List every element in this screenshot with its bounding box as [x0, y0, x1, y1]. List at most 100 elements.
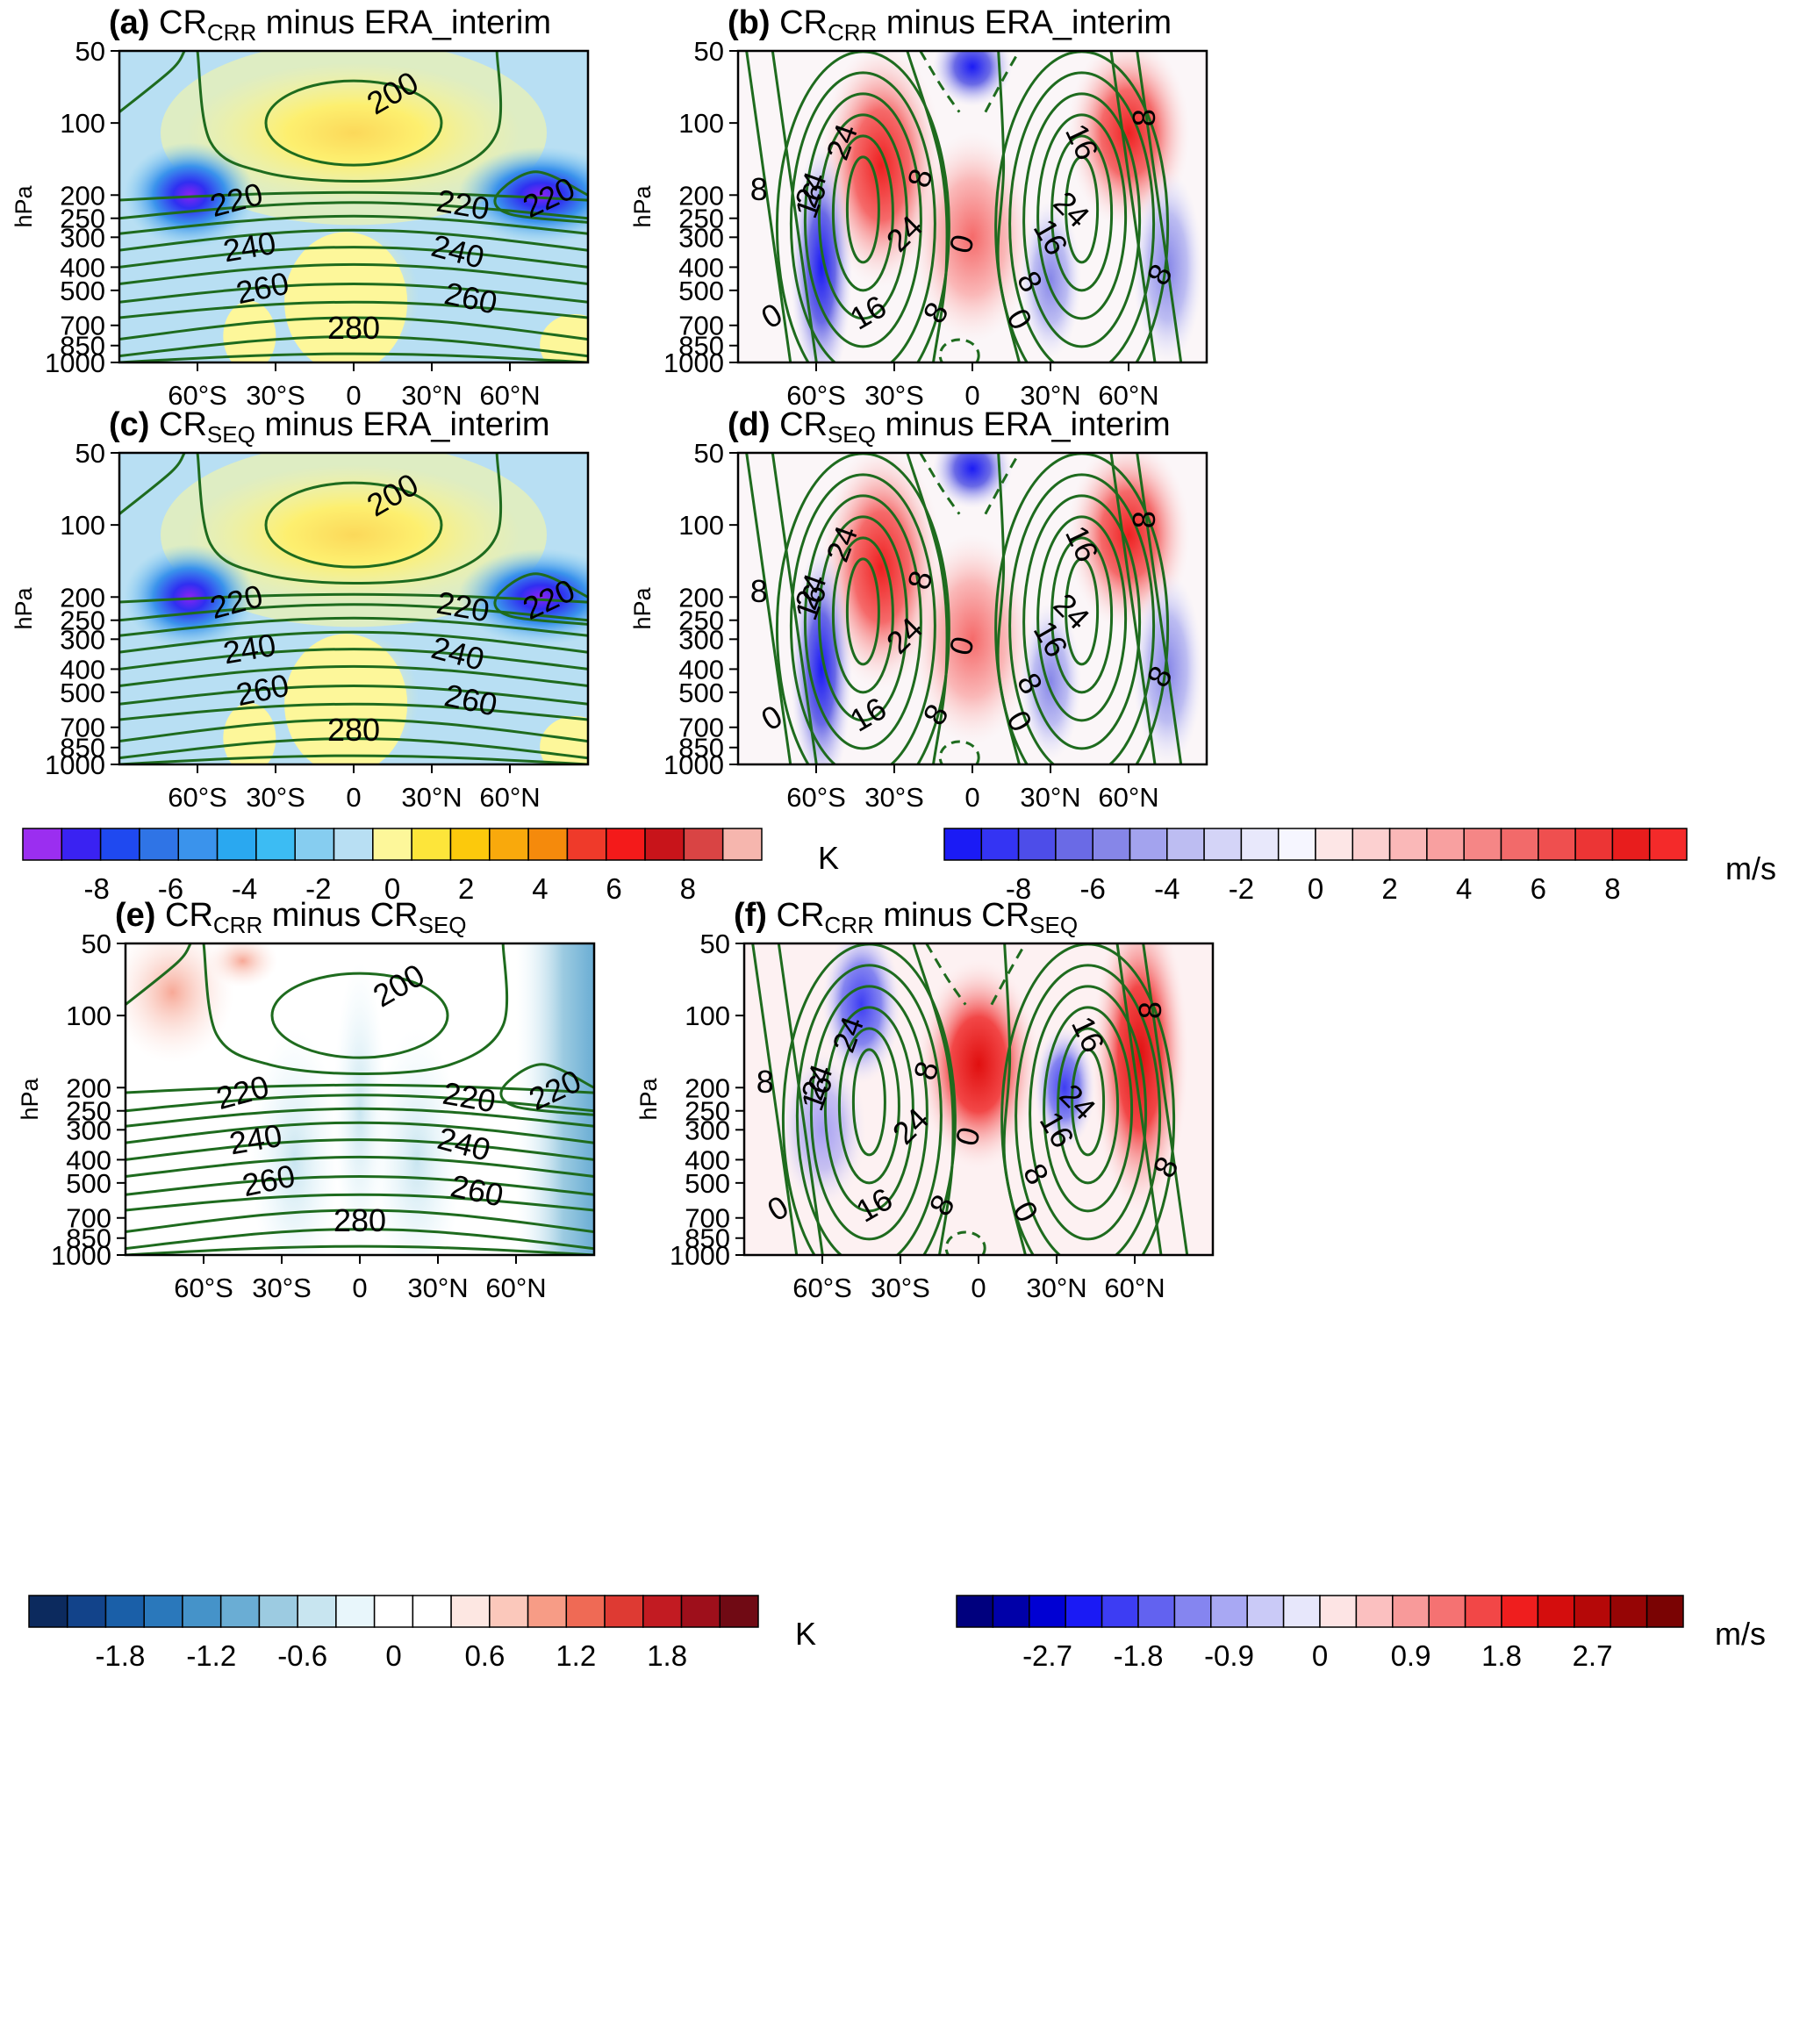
contour-label: 8 — [750, 573, 768, 609]
colorbar-swatch — [1137, 1595, 1176, 1628]
wind-contour — [845, 155, 880, 264]
temperature-contour — [119, 592, 588, 604]
colorbar-label: -2 — [1229, 872, 1254, 905]
y-tick-label: 500 — [678, 678, 724, 708]
colorbar-swatch — [605, 828, 646, 861]
colorbar-label: -0.9 — [1204, 1639, 1254, 1672]
y-tick-label: 300 — [60, 624, 105, 655]
colorbar-swatch — [721, 828, 763, 861]
title-main: CR — [159, 4, 207, 41]
x-tick-label: 60°S — [174, 1273, 233, 1303]
wind-contour — [751, 943, 799, 1255]
colorbar-label: -8 — [84, 872, 110, 905]
title-rest: minus ERA_interim — [256, 4, 551, 41]
y-tick-label: 300 — [685, 1115, 730, 1145]
y-tick-label: 400 — [60, 252, 105, 283]
wind-contour — [1036, 113, 1128, 320]
easterly-anomaly — [1020, 602, 1081, 761]
y-tick-label: 250 — [60, 606, 105, 636]
title-rest: minus ERA_interim — [877, 4, 1172, 41]
title-sub2: SEQ — [1029, 912, 1078, 938]
panel-title: (a) CRCRR minus ERA_interim — [109, 4, 551, 46]
x-tick-label: 30°S — [864, 782, 924, 813]
warm-anomaly — [223, 703, 276, 764]
temperature-contour — [125, 1094, 594, 1113]
title-rest: minus CR — [874, 897, 1029, 934]
colorbar-swatch — [956, 1595, 994, 1628]
temperature-contour — [125, 1208, 594, 1234]
colorbar-unit: m/s — [1725, 850, 1776, 886]
colorbar-label: 6 — [1531, 872, 1546, 905]
colorbar-cb-wind-1: -8 -6 -4 -2 0 2 4 6 8 m/s — [943, 828, 1776, 905]
colorbar-label: 8 — [1604, 872, 1620, 905]
wind-contour — [809, 985, 929, 1241]
colorbar-swatch — [719, 1595, 759, 1628]
y-tick-label: 700 — [685, 1203, 730, 1234]
wind-contour — [1008, 71, 1156, 362]
panel-title: (b) CRCRR minus ERA_interim — [728, 4, 1172, 46]
contour-label: 8 — [1126, 109, 1162, 126]
wind-contour — [1065, 557, 1100, 666]
colorbar-swatch — [177, 828, 219, 861]
temperature-contour — [125, 1138, 594, 1161]
x-tick-label: 60°N — [479, 782, 540, 813]
colorbar-swatch — [1392, 1595, 1430, 1628]
y-tick-label: 700 — [678, 311, 724, 341]
colorbar-cb-wind-2: -2.7 -1.8 -0.9 0 0.9 1.8 2.7 m/s — [956, 1595, 1766, 1672]
easterly-anomaly — [1020, 200, 1081, 359]
wind-contour — [1015, 964, 1162, 1255]
panel-title: (d) CRSEQ minus ERA_interim — [728, 406, 1171, 448]
colorbar-swatch — [333, 828, 374, 861]
colorbar-label: 1.8 — [647, 1639, 687, 1672]
temperature-contour — [119, 684, 588, 706]
temperature-contour — [499, 1063, 594, 1116]
temperature-contour — [196, 453, 503, 585]
x-tick-label: 0 — [346, 782, 361, 813]
y-tick-label: 500 — [60, 276, 105, 306]
y-tick-label: 700 — [60, 311, 105, 341]
warm-anomaly — [207, 943, 278, 987]
wind-contour-negative — [990, 943, 1027, 1006]
wind-contour — [837, 1027, 900, 1185]
warm-anomaly — [223, 301, 276, 362]
wind-contour — [1109, 453, 1157, 764]
y-tick-label: 500 — [60, 678, 105, 708]
colorbar-swatch — [99, 828, 140, 861]
y-tick-label: 1000 — [663, 749, 724, 780]
wind-contour — [817, 113, 908, 320]
y-tick-label: 400 — [685, 1144, 730, 1175]
y-tick-label: 400 — [678, 654, 724, 685]
colorbar-label: -6 — [158, 872, 183, 905]
colorbar-swatch — [28, 1595, 68, 1628]
y-tick-label: 850 — [678, 733, 724, 764]
colorbar-label: 0 — [1308, 872, 1323, 905]
colorbar-label: 4 — [1456, 872, 1472, 905]
colorbar-label: 2 — [458, 872, 474, 905]
colorbar-swatch — [219, 1595, 261, 1628]
colorbar-swatch — [1463, 828, 1502, 861]
colorbar-swatch — [1537, 1595, 1575, 1628]
wind-contour-zero — [996, 453, 1021, 764]
y-tick-label: 50 — [75, 36, 105, 67]
temperature-contour — [119, 51, 186, 113]
y-tick-label: 50 — [75, 438, 105, 469]
y-tick-label: 100 — [66, 1000, 111, 1031]
title-main: CR — [779, 406, 828, 443]
wind-contour-zero — [1002, 943, 1027, 1255]
warm-anomaly — [540, 716, 588, 764]
colorbar-swatch — [143, 1595, 183, 1628]
colorbar-swatch — [294, 828, 335, 861]
colorbar-swatch — [1646, 1595, 1684, 1628]
x-tick-label: 60°S — [786, 380, 846, 411]
colorbar-swatch — [1282, 1595, 1321, 1628]
wind-contour — [851, 1048, 886, 1157]
colorbar-label: 1.8 — [1481, 1639, 1522, 1672]
y-tick-label: 100 — [60, 108, 105, 139]
colorbar-swatch — [644, 828, 685, 861]
